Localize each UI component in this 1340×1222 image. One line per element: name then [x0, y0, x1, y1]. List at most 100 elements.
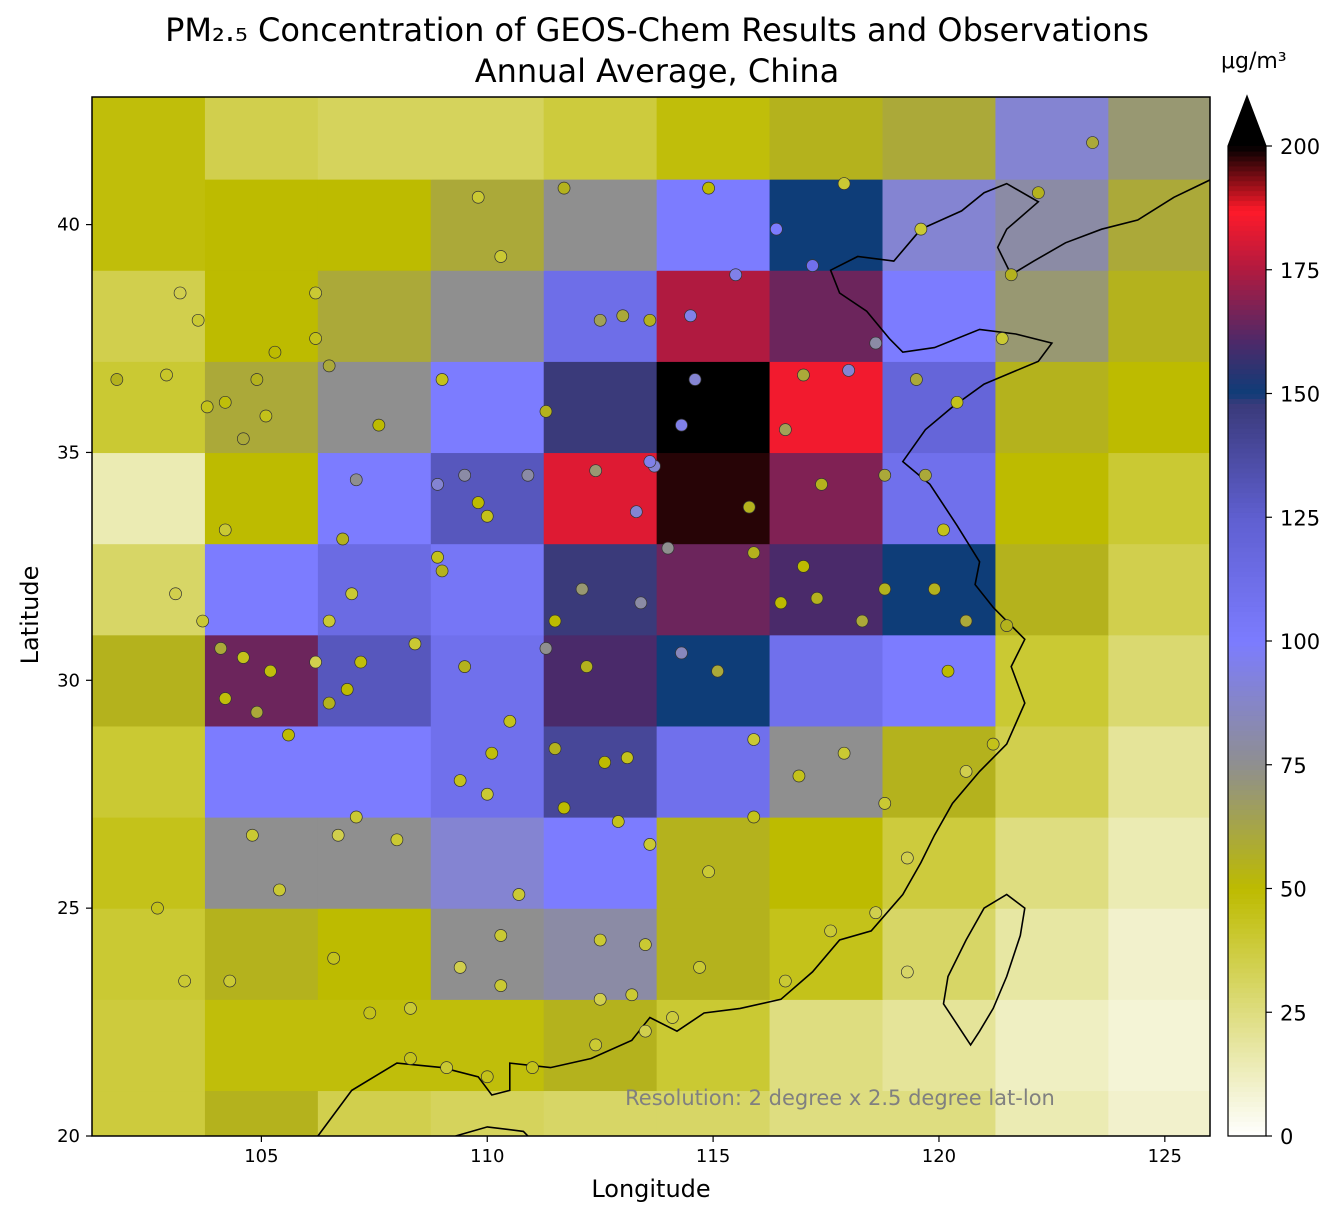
colorbar-segment: [1228, 477, 1266, 484]
colorbar-segment: [1228, 542, 1266, 548]
colorbar-segment: [1228, 1086, 1266, 1093]
colorbar-segment: [1228, 784, 1266, 791]
grid-cell: [92, 361, 206, 454]
grid-cell: [430, 543, 545, 636]
colorbar-segment: [1228, 947, 1266, 954]
grid-cell: [1108, 725, 1210, 818]
colorbar-segment: [1228, 1121, 1266, 1127]
grid-cell: [769, 452, 884, 545]
observation-site: [869, 906, 883, 920]
colorbar-segment: [1228, 482, 1266, 489]
colorbar-segment: [1228, 665, 1266, 672]
colorbar-tick-label: 150: [1280, 383, 1320, 407]
grid-cell: [656, 817, 771, 909]
observation-site: [200, 400, 214, 414]
colorbar-segment: [1228, 1081, 1266, 1088]
observation-site: [246, 828, 259, 842]
observation-site: [593, 313, 607, 327]
grid-cell: [995, 725, 1109, 818]
colorbar-segment: [1228, 155, 1266, 162]
colorbar-segment: [1228, 1071, 1266, 1078]
grid-cell: [204, 270, 319, 362]
grid-cell: [204, 725, 319, 818]
grid-cell: [995, 179, 1109, 271]
colorbar-segment: [1228, 457, 1266, 464]
observation-site: [453, 961, 467, 974]
observation-site: [282, 728, 295, 742]
grid-cell: [543, 361, 658, 454]
colorbar-segment: [1228, 205, 1266, 211]
colorbar-segment: [1228, 1106, 1266, 1112]
observation-site: [236, 432, 250, 446]
colorbar-segment: [1228, 700, 1266, 706]
colorbar-segment: [1228, 1027, 1266, 1033]
grid-cell: [92, 634, 206, 727]
colorbar-segment: [1228, 170, 1266, 177]
observation-site: [1086, 136, 1099, 149]
observation-site: [910, 373, 923, 386]
colorbar-tick-label: 50: [1280, 878, 1307, 902]
grid-cell: [656, 97, 771, 180]
observation-site: [824, 924, 837, 938]
colorbar-segment: [1228, 497, 1266, 503]
y-tick-label: 20: [57, 1126, 80, 1147]
colorbar-segment: [1228, 254, 1266, 261]
colorbar-segment: [1228, 858, 1266, 865]
colorbar-segment: [1228, 502, 1266, 508]
colorbar-segment: [1228, 878, 1266, 885]
observation-site: [842, 364, 855, 377]
observation-site: [512, 888, 526, 901]
y-tick-label: 35: [57, 442, 80, 463]
observation-site: [747, 733, 761, 746]
observation-site: [471, 496, 485, 509]
grid-cell: [769, 634, 884, 727]
colorbar-segment: [1228, 863, 1266, 870]
grid-cell: [204, 97, 319, 180]
observation-site: [878, 582, 892, 596]
grid-cell: [543, 1090, 658, 1136]
observation-site: [404, 1052, 417, 1065]
colorbar-segment: [1228, 690, 1266, 697]
observation-site: [173, 286, 187, 300]
observation-site: [919, 468, 932, 482]
colorbar-segment: [1228, 433, 1266, 439]
grid-cell: [769, 97, 884, 180]
colorbar-segment: [1228, 556, 1266, 563]
grid-cell: [92, 1090, 206, 1136]
grid-cell: [882, 361, 997, 454]
observation-site: [729, 268, 743, 282]
colorbar-segment: [1228, 319, 1266, 325]
grid-cell: [656, 908, 771, 1000]
colorbar-segment: [1228, 418, 1266, 424]
colorbar-segment: [1228, 695, 1266, 701]
observation-site: [666, 1011, 679, 1024]
colorbar-segment: [1228, 601, 1266, 607]
plot-frame: [91, 96, 1211, 1137]
observation-site: [711, 664, 724, 678]
resolution-annotation: Resolution: 2 degree x 2.5 degree lat-lo…: [625, 1086, 1055, 1110]
grid-cell: [543, 634, 658, 727]
colorbar-tick-label: 100: [1280, 630, 1320, 654]
colorbar-segment: [1228, 987, 1266, 994]
grid-cell: [882, 908, 997, 1000]
colorbar-segment: [1228, 1032, 1266, 1038]
colorbar-segment: [1228, 314, 1266, 320]
grid-cell: [882, 999, 997, 1092]
colorbar-segment: [1228, 680, 1266, 687]
grid-cell: [882, 179, 997, 271]
pm25-grid-cells: [92, 97, 1210, 1136]
colorbar-segment: [1228, 883, 1266, 890]
grid-cell: [92, 908, 206, 1000]
colorbar-segment: [1228, 309, 1266, 315]
grid-cell: [430, 270, 545, 362]
colorbar-segment: [1228, 546, 1266, 553]
colorbar-segment: [1228, 581, 1266, 588]
colorbar-segment: [1228, 180, 1266, 187]
observation-site: [218, 523, 232, 537]
colorbar-segment: [1228, 1061, 1266, 1068]
grid-cell: [430, 361, 545, 454]
colorbar-segment: [1228, 210, 1266, 216]
grid-cell: [882, 817, 997, 909]
grid-cell: [995, 634, 1109, 727]
observation-site: [494, 250, 508, 263]
